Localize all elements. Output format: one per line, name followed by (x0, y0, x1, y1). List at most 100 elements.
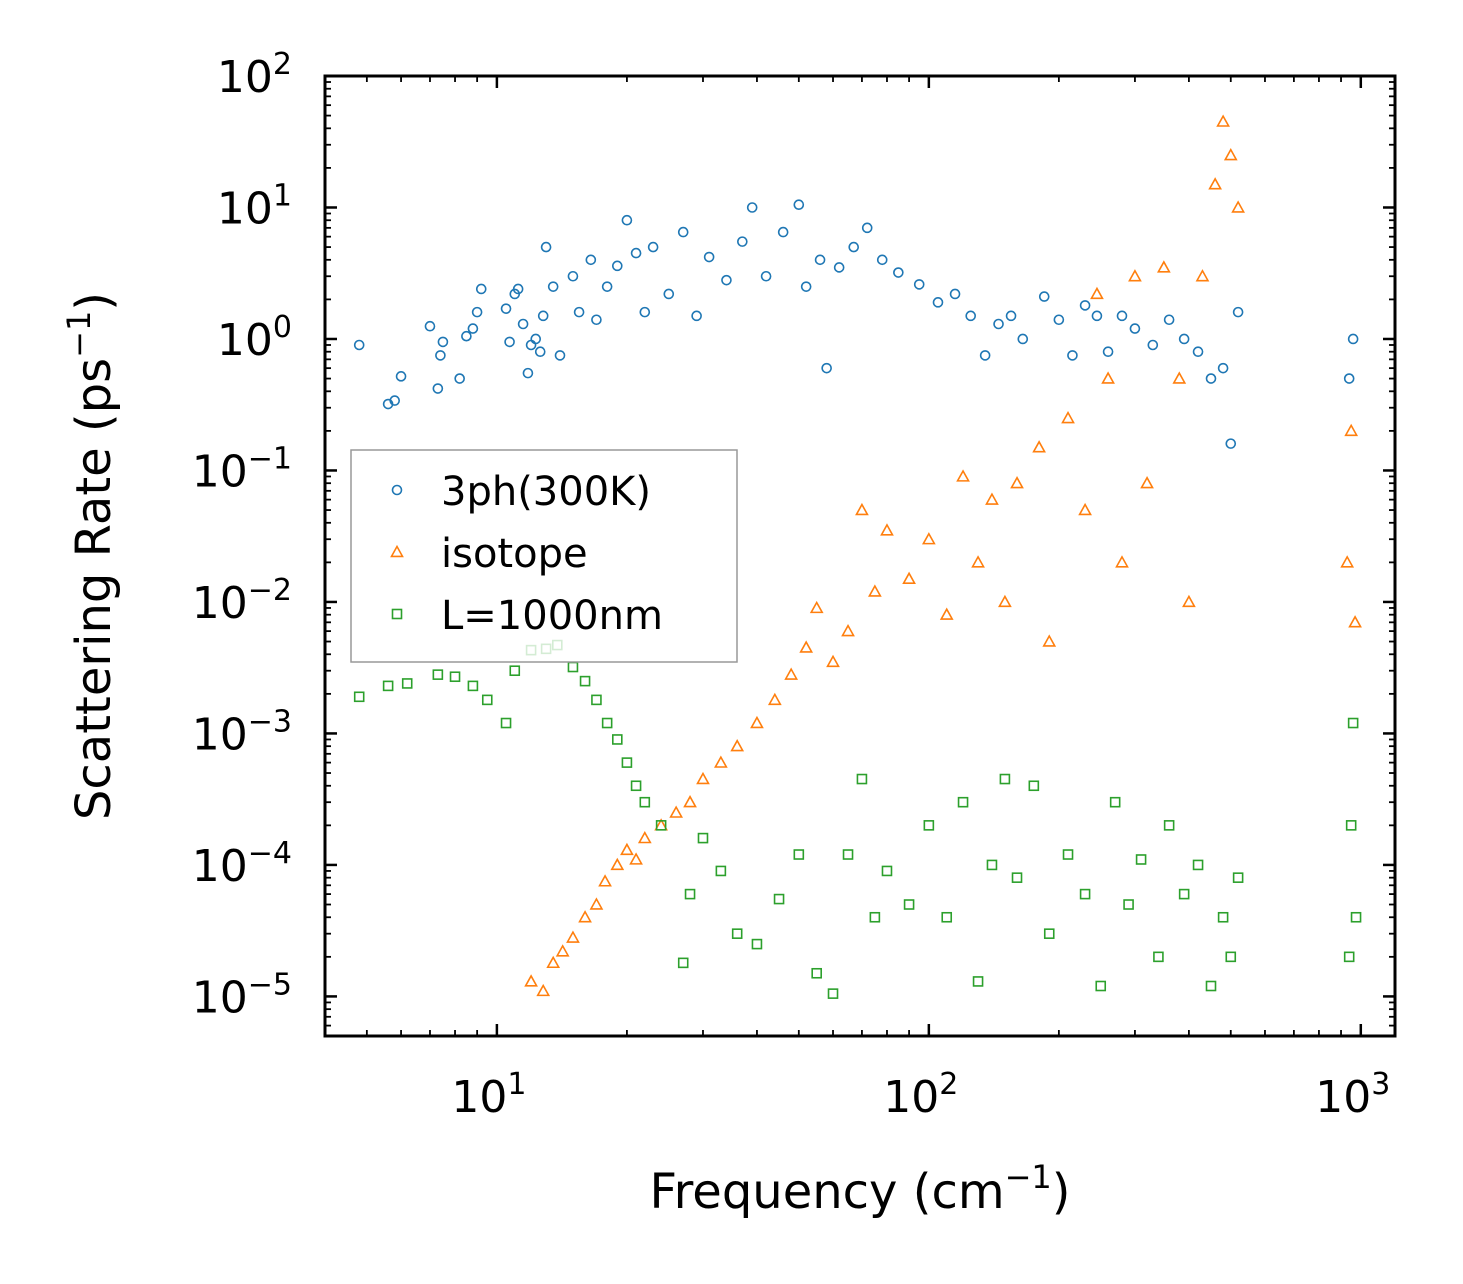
series-0 (353, 199, 1359, 449)
x-axis-label: Frequency (cm−1) (649, 1158, 1070, 1220)
data-point (509, 665, 521, 677)
data-point (610, 857, 625, 871)
data-point (1078, 502, 1092, 516)
data-point (1172, 371, 1187, 384)
y-tick-label: 101 (217, 178, 292, 234)
data-point (767, 692, 782, 706)
data-point (1101, 371, 1115, 384)
data-point (939, 607, 954, 620)
data-point (500, 303, 512, 314)
data-point (903, 899, 915, 910)
legend-label: 3ph(300K) (441, 469, 651, 515)
data-point (750, 715, 764, 729)
data-point (534, 346, 546, 358)
data-point (1347, 333, 1359, 345)
data-point (1208, 177, 1222, 190)
data-point (1217, 911, 1229, 923)
data-point (467, 680, 479, 692)
data-point (703, 251, 715, 263)
data-point (637, 830, 652, 844)
data-point (517, 318, 529, 330)
data-point (601, 717, 613, 729)
data-point (1344, 423, 1359, 437)
data-point (567, 270, 579, 282)
data-point (353, 691, 365, 703)
data-point (382, 680, 394, 692)
data-point (880, 523, 894, 536)
data-point (715, 865, 727, 877)
data-point (1205, 980, 1217, 992)
data-point (677, 957, 689, 969)
data-point (435, 350, 446, 361)
data-point (855, 502, 869, 516)
data-point (573, 306, 585, 318)
data-point (475, 283, 487, 295)
data-point (1178, 888, 1190, 900)
data-point (827, 988, 839, 999)
data-point (1225, 438, 1237, 449)
data-point (1216, 114, 1230, 127)
data-point (1340, 555, 1355, 568)
data-point (856, 773, 868, 785)
data-point (621, 757, 633, 768)
data-point (826, 654, 840, 668)
data-point (921, 532, 936, 545)
data-point (1091, 310, 1103, 322)
data-point (809, 600, 824, 614)
data-point (432, 669, 444, 680)
data-point (1135, 854, 1147, 865)
x-tick-label: 101 (451, 1067, 526, 1123)
data-point (793, 199, 805, 211)
data-point (731, 928, 743, 939)
data-point (861, 222, 873, 234)
data-point (881, 865, 893, 877)
data-point (999, 773, 1011, 785)
data-point (522, 367, 534, 379)
data-point (1090, 286, 1104, 300)
data-point (639, 796, 651, 808)
legend-marker (391, 608, 403, 620)
series-2 (353, 639, 1362, 999)
data-point (663, 288, 675, 300)
axis-ticks (324, 74, 1395, 1036)
data-point (401, 678, 413, 689)
data-point (696, 771, 710, 785)
data-point (1010, 476, 1024, 489)
data-point (793, 849, 805, 860)
data-point (1095, 980, 1107, 992)
data-point (1115, 555, 1129, 568)
data-point (546, 955, 561, 969)
y-tick-label: 10−1 (192, 441, 292, 497)
data-point (432, 383, 444, 394)
data-point (799, 640, 814, 653)
data-point (437, 336, 449, 348)
data-point (691, 310, 702, 322)
data-point (620, 842, 634, 856)
data-point (1116, 310, 1128, 322)
data-point (567, 661, 579, 673)
axis-tick-labels: 101 102 103 102 101 100 10−1 10−2 10−3 10−4 10−5 (192, 47, 1391, 1123)
data-point (504, 336, 515, 348)
data-point (760, 270, 772, 282)
data-point (985, 492, 999, 505)
data-point (1153, 951, 1164, 963)
data-point (536, 983, 551, 997)
data-point (454, 373, 465, 384)
data-point (800, 281, 812, 292)
data-point (714, 755, 728, 768)
data-point (993, 318, 1004, 330)
data-point (1129, 323, 1141, 334)
data-point (751, 938, 763, 950)
data-point (965, 310, 977, 322)
data-point (848, 241, 860, 253)
data-point (555, 944, 570, 957)
data-point (979, 350, 991, 361)
data-point (611, 734, 623, 745)
legend: 3ph(300K) isotope L=1000nm (350, 449, 738, 663)
data-point (821, 362, 832, 374)
data-point (1163, 314, 1175, 326)
data-point (554, 350, 566, 361)
data-point (777, 226, 789, 238)
x-axis-label-sup: −1 (1005, 1158, 1052, 1196)
data-point (1028, 780, 1040, 792)
